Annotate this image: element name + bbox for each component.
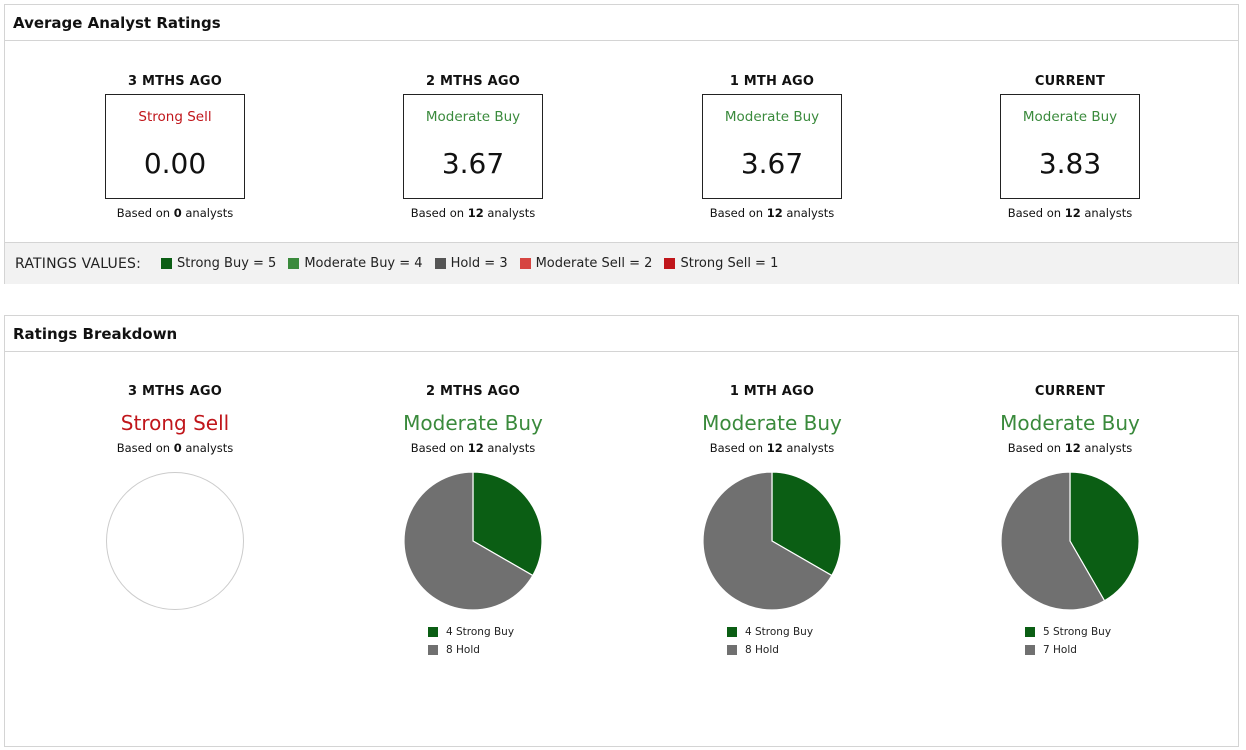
swatch-icon — [1025, 645, 1035, 655]
analyst-count: 12 — [467, 441, 484, 455]
pie-legend: 4 Strong Buy 8 Hold — [727, 623, 817, 659]
rating-value: 3.67 — [441, 147, 505, 180]
based-on-text: Based on 12 analysts — [1007, 206, 1133, 220]
rating-box: Strong Sell 0.00 — [105, 94, 245, 199]
rating-label: Moderate Buy — [1000, 411, 1140, 435]
pie-legend-item: 7 Hold — [1025, 641, 1115, 659]
pie-legend-label: 7 Hold — [1043, 644, 1077, 656]
analyst-count: 12 — [467, 206, 484, 220]
pie-legend-label: 5 Strong Buy — [1043, 626, 1112, 638]
avg-col-3mths: 3 MTHS AGO Strong Sell 0.00 Based on 0 a… — [25, 74, 325, 220]
average-ratings-panel: Average Analyst Ratings 3 MTHS AGO Stron… — [4, 4, 1239, 284]
pie-slice-hold[interactable] — [403, 471, 534, 611]
based-on-text: Based on 12 analysts — [410, 206, 536, 220]
breakdown-col-2mths: 2 MTHS AGO Moderate Buy Based on 12 anal… — [323, 384, 623, 659]
ratings-values-legend: RATINGS VALUES: Strong Buy = 5 Moderate … — [5, 242, 1238, 284]
period-label: 1 MTH AGO — [729, 384, 815, 399]
based-on-text: Based on 12 analysts — [1007, 441, 1133, 455]
pie-slice-strong-buy[interactable] — [1069, 471, 1140, 602]
ratings-breakdown-panel: Ratings Breakdown 3 MTHS AGO Strong Sell… — [4, 315, 1239, 747]
breakdown-col-1mth: 1 MTH AGO Moderate Buy Based on 12 analy… — [622, 384, 922, 659]
pie-legend-label: 4 Strong Buy — [446, 626, 515, 638]
pie-slice-hold[interactable] — [702, 471, 833, 611]
period-label: 3 MTHS AGO — [128, 384, 222, 399]
period-label: CURRENT — [1034, 74, 1106, 89]
analyst-count: 0 — [173, 206, 182, 220]
period-label: 2 MTHS AGO — [426, 384, 520, 399]
pie-slice-strong-buy[interactable] — [771, 471, 842, 577]
breakdown-col-current: CURRENT Moderate Buy Based on 12 analyst… — [920, 384, 1220, 659]
rating-box: Moderate Buy 3.67 — [403, 94, 543, 199]
rating-label: Moderate Buy — [702, 411, 842, 435]
analyst-count: 12 — [1064, 206, 1081, 220]
legend-item-strong-buy: Strong Buy = 5 — [161, 256, 276, 271]
rating-label: Moderate Buy — [724, 109, 820, 125]
rating-label: Moderate Buy — [403, 411, 543, 435]
swatch-icon — [664, 258, 676, 269]
legend-title: RATINGS VALUES: — [15, 255, 142, 272]
pie-chart — [702, 471, 842, 611]
legend-item-moderate-buy: Moderate Buy = 4 — [288, 256, 423, 271]
average-ratings-title: Average Analyst Ratings — [5, 5, 1238, 41]
pie-legend-item: 8 Hold — [428, 641, 518, 659]
rating-label: Moderate Buy — [425, 109, 521, 125]
swatch-icon — [727, 627, 737, 637]
breakdown-col-3mths: 3 MTHS AGO Strong Sell Based on 0 analys… — [25, 384, 325, 623]
period-label: 2 MTHS AGO — [426, 74, 520, 89]
swatch-icon — [727, 645, 737, 655]
rating-label: Strong Sell — [138, 109, 212, 125]
period-label: 1 MTH AGO — [729, 74, 815, 89]
swatch-icon — [1025, 627, 1035, 637]
ratings-breakdown-title: Ratings Breakdown — [5, 316, 1238, 352]
rating-value: 0.00 — [143, 147, 207, 180]
analyst-count: 0 — [173, 441, 182, 455]
based-on-text: Based on 0 analysts — [116, 441, 234, 455]
based-on-text: Based on 12 analysts — [709, 206, 835, 220]
pie-legend-label: 8 Hold — [446, 644, 480, 656]
swatch-icon — [161, 258, 173, 269]
pie-legend: 5 Strong Buy 7 Hold — [1025, 623, 1115, 659]
rating-label: Strong Sell — [120, 411, 230, 435]
pie-empty — [106, 472, 244, 610]
pie-legend-item: 4 Strong Buy — [727, 623, 817, 641]
rating-box: Moderate Buy 3.67 — [702, 94, 842, 199]
analyst-count: 12 — [766, 441, 783, 455]
pie-legend-item: 4 Strong Buy — [428, 623, 518, 641]
swatch-icon — [428, 645, 438, 655]
based-on-text: Based on 12 analysts — [410, 441, 536, 455]
rating-label: Moderate Buy — [1022, 109, 1118, 125]
swatch-icon — [519, 258, 531, 269]
pie-legend-label: 8 Hold — [745, 644, 779, 656]
legend-item-moderate-sell: Moderate Sell = 2 — [519, 256, 652, 271]
avg-col-2mths: 2 MTHS AGO Moderate Buy 3.67 Based on 12… — [323, 74, 623, 220]
pie-chart — [106, 472, 244, 610]
based-on-text: Based on 12 analysts — [709, 441, 835, 455]
legend-item-strong-sell: Strong Sell = 1 — [664, 256, 778, 271]
pie-chart — [403, 471, 543, 611]
rating-value: 3.83 — [1038, 147, 1102, 180]
period-label: 3 MTHS AGO — [128, 74, 222, 89]
period-label: CURRENT — [1034, 384, 1106, 399]
pie-legend-item: 5 Strong Buy — [1025, 623, 1115, 641]
based-on-text: Based on 0 analysts — [116, 206, 234, 220]
rating-box: Moderate Buy 3.83 — [1000, 94, 1140, 199]
avg-col-1mth: 1 MTH AGO Moderate Buy 3.67 Based on 12 … — [622, 74, 922, 220]
pie-chart — [1000, 471, 1140, 611]
pie-slice-strong-buy[interactable] — [472, 471, 543, 577]
pie-slice-hold[interactable] — [1000, 471, 1106, 611]
pie-legend: 4 Strong Buy 8 Hold — [428, 623, 518, 659]
pie-legend-label: 4 Strong Buy — [745, 626, 814, 638]
pie-legend-item: 8 Hold — [727, 641, 817, 659]
rating-value: 3.67 — [740, 147, 804, 180]
avg-col-current: CURRENT Moderate Buy 3.83 Based on 12 an… — [920, 74, 1220, 220]
swatch-icon — [288, 258, 300, 269]
analyst-count: 12 — [766, 206, 783, 220]
swatch-icon — [428, 627, 438, 637]
analyst-count: 12 — [1064, 441, 1081, 455]
legend-item-hold: Hold = 3 — [434, 256, 508, 271]
swatch-icon — [434, 258, 446, 269]
